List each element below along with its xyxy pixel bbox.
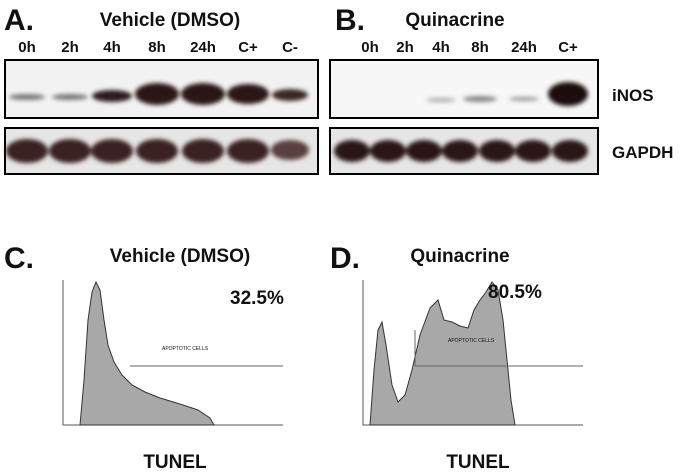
panel-title: Vehicle (DMSO) — [100, 10, 240, 31]
panel-title: Quinacrine — [410, 246, 509, 267]
lane-label: C- — [282, 39, 298, 56]
blot-b-inos — [329, 59, 599, 119]
lane-label: 8h — [471, 39, 489, 56]
axis-label: TUNEL — [446, 452, 510, 473]
panel-label: C. — [4, 242, 34, 275]
panel-label: D. — [330, 242, 360, 275]
band-label: GAPDH — [612, 143, 673, 162]
panel-label: A. — [4, 4, 34, 37]
lane-label: C+ — [238, 39, 258, 56]
gate-label: APOPTOTIC CELLS — [162, 346, 209, 352]
gate-label: APOPTOTIC CELLS — [448, 338, 495, 344]
panel-title: Vehicle (DMSO) — [110, 246, 250, 267]
histogram-c — [62, 280, 283, 426]
blot-a-inos — [4, 59, 319, 119]
panel-title: Quinacrine — [405, 10, 504, 31]
lane-label: 0h — [361, 39, 379, 56]
histogram-d — [362, 280, 583, 426]
band-label: iNOS — [612, 86, 654, 105]
lane-label: 24h — [190, 39, 216, 56]
axis-label: TUNEL — [143, 452, 207, 473]
lane-label: 4h — [103, 39, 121, 56]
percent-label: 80.5% — [488, 282, 542, 303]
blot-b-gapdh — [329, 127, 599, 175]
lane-label: 2h — [396, 39, 414, 56]
blot-a-gapdh — [4, 127, 319, 175]
lane-label: 8h — [148, 39, 166, 56]
panel-label: B. — [335, 4, 365, 37]
lane-label: 2h — [61, 39, 79, 56]
lane-label: C+ — [558, 39, 578, 56]
lane-label: 0h — [18, 39, 36, 56]
percent-label: 32.5% — [230, 288, 284, 309]
lane-label: 4h — [432, 39, 450, 56]
lane-label: 24h — [511, 39, 537, 56]
